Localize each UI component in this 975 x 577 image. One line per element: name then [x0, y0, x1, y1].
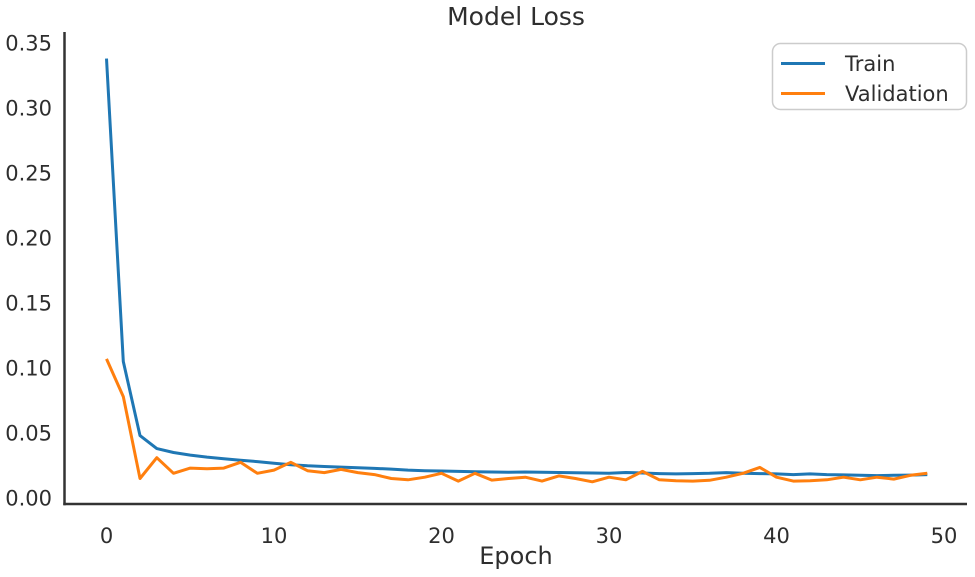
- y-tick-0.00: 0.00: [5, 487, 52, 511]
- y-tick-0.35: 0.35: [5, 32, 52, 56]
- validation-series-line: [105, 358, 928, 484]
- y-tick-0.30: 0.30: [5, 97, 52, 121]
- x-tick-50: 50: [931, 524, 958, 548]
- y-tick-0.10: 0.10: [5, 357, 52, 381]
- legend: Train Validation: [771, 42, 968, 111]
- y-tick-labels: 0.00 0.05 0.10 0.15 0.20 0.25 0.30 0.35: [5, 32, 52, 511]
- x-axis-label: Epoch: [479, 542, 553, 570]
- x-tick-0: 0: [100, 524, 113, 548]
- legend-train-label: Train: [844, 52, 895, 76]
- y-tick-0.20: 0.20: [5, 227, 52, 251]
- chart-title: Model Loss: [447, 2, 585, 31]
- plot-series: [105, 58, 928, 484]
- x-tick-20: 20: [428, 524, 455, 548]
- x-tick-40: 40: [763, 524, 790, 548]
- y-tick-0.25: 0.25: [5, 162, 52, 186]
- y-tick-0.05: 0.05: [5, 422, 52, 446]
- y-tick-0.15: 0.15: [5, 292, 52, 316]
- legend-validation-label: Validation: [845, 82, 949, 106]
- x-tick-labels: 0 10 20 30 40 50: [100, 524, 958, 548]
- x-tick-10: 10: [261, 524, 288, 548]
- train-series-line: [105, 58, 928, 478]
- axes-spines: [63, 32, 967, 506]
- x-tick-30: 30: [596, 524, 623, 548]
